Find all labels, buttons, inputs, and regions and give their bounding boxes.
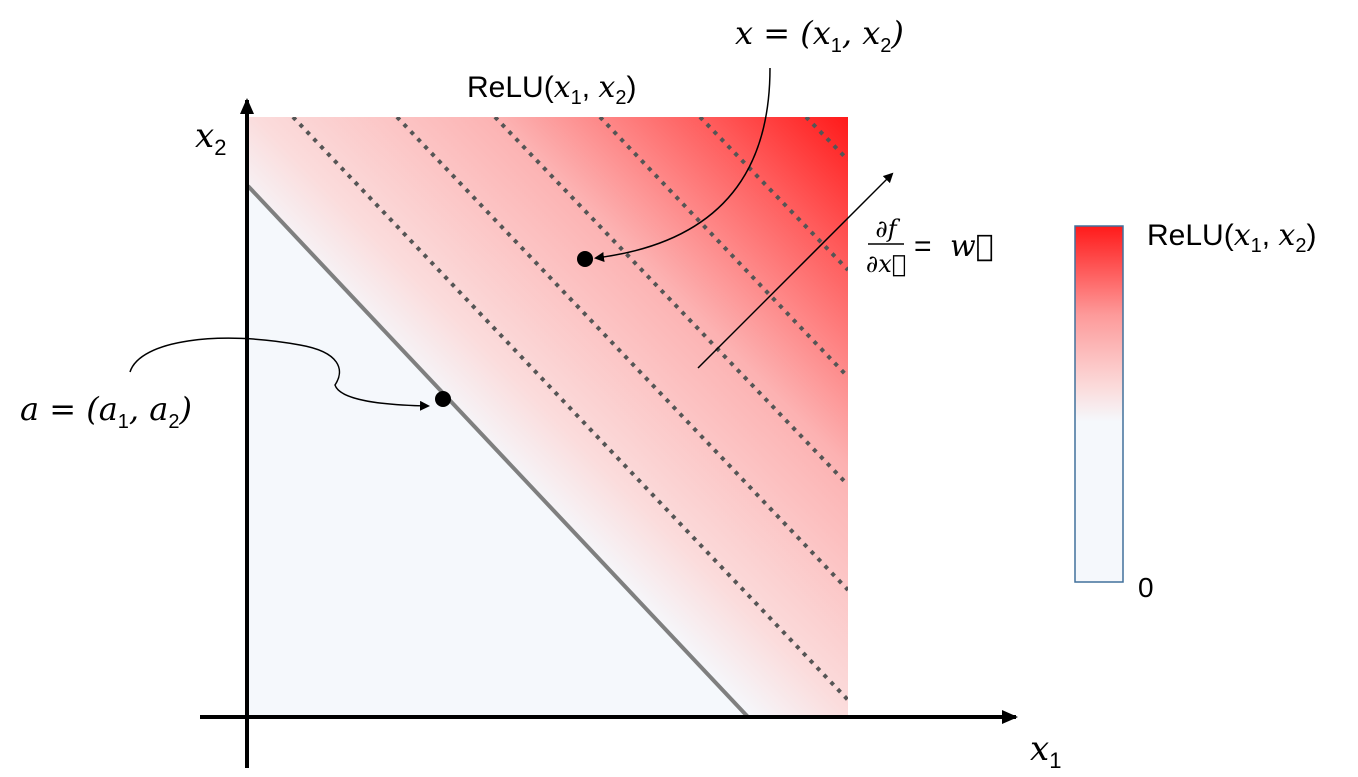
point-x-label: x = (x1, x2) [735,14,904,57]
point-a-label: a = (a1, a2) [20,390,192,433]
point-a-marker [435,391,451,407]
gradient-rhs: w⃗ [950,229,994,264]
heatmap-region [247,117,848,717]
gradient-denominator: ∂x⃗ [866,250,906,278]
y-axis-label: x2 [195,116,226,160]
point-a-pointer-arrow [129,337,430,411]
colorbar [1074,225,1124,583]
gradient-arrow [697,172,894,369]
level-set-lines [291,117,848,702]
x-axis-label: x1 [1030,729,1061,773]
point-x-marker [577,251,593,267]
gradient-numerator: ∂f [875,215,900,243]
plot-title: ReLU(x1, x2) [467,70,636,109]
colorbar-label: ReLU(x1, x2) [1147,218,1316,257]
level-line-1 [291,117,848,702]
colorbar-min-label: 0 [1138,572,1154,603]
level-line-6 [804,117,848,162]
zero-boundary-line [246,184,750,719]
gradient-label: ∂f ∂x⃗ = w⃗ [866,215,994,278]
gradient-equals: = [914,230,932,263]
point-x-pointer-arrow [594,67,771,262]
relu-positive-region [248,117,848,717]
